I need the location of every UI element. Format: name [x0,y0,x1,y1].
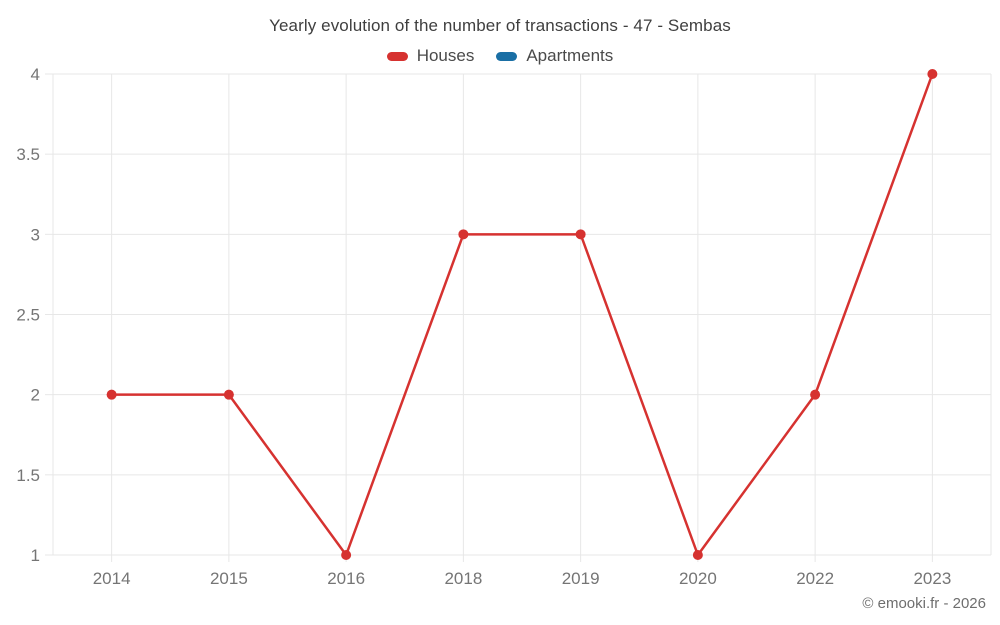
houses-legend-swatch-icon [386,51,408,61]
houses-data-point[interactable] [575,229,586,240]
x-axis-tick-label: 2018 [444,569,482,588]
attribution: © emooki.fr - 2026 [862,595,986,612]
houses-data-point[interactable] [223,389,234,400]
legend-item-apartments[interactable]: Apartments [496,46,613,66]
apartments-legend-swatch-icon [496,51,518,61]
chart-title: Yearly evolution of the number of transa… [269,16,731,35]
houses-data-point[interactable] [810,389,821,400]
x-axis-tick-label: 2015 [210,569,248,588]
y-axis-tick-label: 3.5 [16,145,40,164]
chart-legend: Houses Apartments [0,46,1000,66]
y-axis-tick-label: 3 [31,225,40,244]
y-axis-tick-label: 4 [31,65,40,84]
x-axis-tick-label: 2014 [93,569,131,588]
y-axis-tick-label: 2.5 [16,306,40,325]
x-axis-tick-label: 2019 [562,569,600,588]
x-axis-tick-label: 2022 [796,569,834,588]
x-axis-tick-label: 2023 [913,569,951,588]
houses-data-point[interactable] [692,550,703,560]
x-axis-tick-label: 2020 [679,569,717,588]
legend-item-label: Houses [416,46,475,65]
y-axis-tick-label: 1.5 [16,466,40,485]
legend-item-label: Apartments [526,46,614,65]
x-axis-tick-label: 2016 [327,569,365,588]
y-axis-tick-label: 1 [31,546,40,565]
legend-item-houses[interactable]: Houses [386,46,475,66]
houses-data-point[interactable] [341,550,352,560]
houses-line [110,72,934,557]
houses-data-point[interactable] [927,69,938,79]
houses-data-point[interactable] [458,229,469,240]
houses-data-point[interactable] [106,389,117,400]
y-axis-tick-label: 2 [31,386,40,405]
